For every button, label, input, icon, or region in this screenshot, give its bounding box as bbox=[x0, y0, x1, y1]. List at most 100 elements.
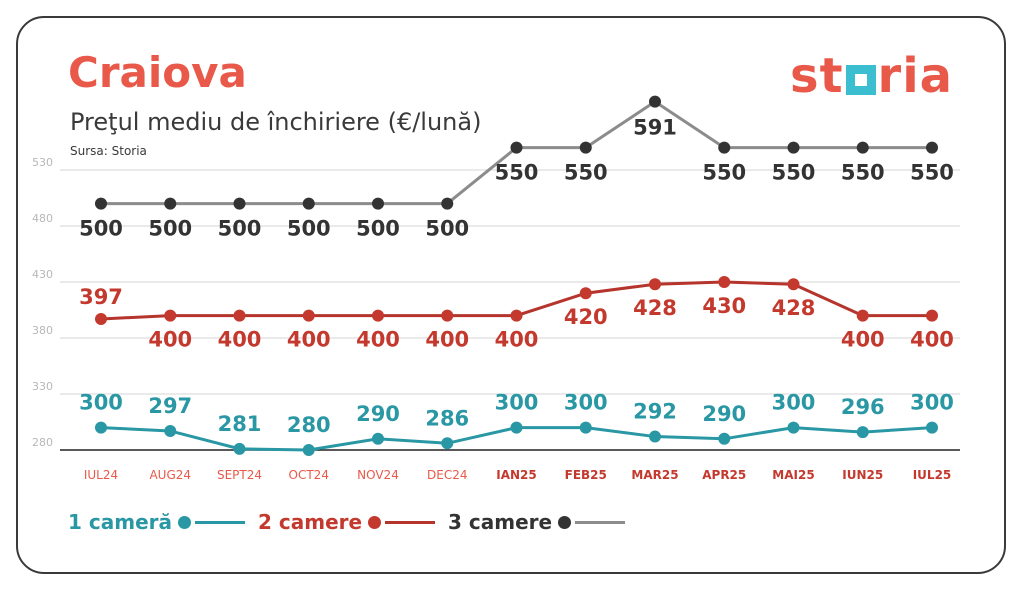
data-point bbox=[233, 197, 246, 210]
data-point bbox=[372, 432, 384, 445]
x-tick-label: IUL24 bbox=[84, 468, 118, 482]
data-label: 400 bbox=[218, 328, 262, 352]
legend-line-icon bbox=[575, 520, 626, 524]
data-point bbox=[787, 421, 800, 434]
logo-square-icon bbox=[845, 65, 876, 95]
data-label: 400 bbox=[841, 328, 885, 352]
legend-item-3-camere: 3 camere bbox=[448, 510, 626, 534]
data-label: 550 bbox=[495, 161, 539, 185]
data-point bbox=[164, 309, 177, 322]
data-label: 290 bbox=[356, 402, 400, 426]
data-point bbox=[579, 141, 592, 154]
data-label: 300 bbox=[495, 391, 539, 415]
data-label: 397 bbox=[79, 285, 123, 309]
data-point bbox=[302, 309, 315, 322]
data-label: 428 bbox=[633, 296, 677, 320]
data-label: 550 bbox=[772, 161, 816, 185]
x-tick-label: DEC24 bbox=[427, 468, 467, 482]
x-tick-label: SEPT24 bbox=[217, 468, 262, 482]
legend-label: 3 camere bbox=[448, 510, 553, 534]
data-label: 300 bbox=[79, 391, 123, 415]
data-point bbox=[718, 141, 731, 154]
data-point bbox=[649, 95, 661, 108]
data-point bbox=[926, 141, 938, 154]
data-point bbox=[372, 309, 384, 322]
data-point bbox=[718, 432, 731, 445]
y-tick-label: 380 bbox=[32, 324, 53, 337]
legend-label: 2 camere bbox=[258, 510, 363, 534]
legend-dot-icon bbox=[178, 515, 191, 529]
data-label: 290 bbox=[702, 402, 746, 426]
data-label: 400 bbox=[425, 328, 469, 352]
data-label: 400 bbox=[287, 328, 331, 352]
data-label: 420 bbox=[564, 305, 608, 329]
y-tick-label: 480 bbox=[32, 212, 53, 225]
x-tick-label: IUL25 bbox=[913, 468, 952, 482]
data-point bbox=[164, 197, 177, 210]
legend-label: 1 cameră bbox=[68, 510, 172, 534]
data-point bbox=[95, 421, 107, 434]
x-tick-label: OCT24 bbox=[289, 468, 329, 482]
legend-line-icon bbox=[385, 520, 436, 524]
data-label: 550 bbox=[702, 161, 746, 185]
data-label: 500 bbox=[218, 217, 262, 241]
data-point bbox=[579, 421, 592, 434]
data-point bbox=[510, 141, 523, 154]
data-point bbox=[649, 430, 661, 443]
data-label: 297 bbox=[148, 394, 192, 418]
legend-item-2-camere: 2 camere bbox=[258, 510, 436, 534]
data-point bbox=[95, 197, 107, 210]
data-point bbox=[856, 309, 869, 322]
data-point bbox=[510, 421, 523, 434]
x-tick-label: FEB25 bbox=[565, 468, 607, 482]
data-label: 500 bbox=[425, 217, 469, 241]
data-point bbox=[718, 276, 731, 288]
storia-logo: st ria bbox=[790, 52, 953, 100]
x-tick-label: NOV24 bbox=[357, 468, 399, 482]
data-point bbox=[579, 287, 592, 300]
data-label: 300 bbox=[772, 391, 816, 415]
data-label: 281 bbox=[218, 412, 262, 436]
x-tick-label: MAI25 bbox=[772, 468, 814, 482]
legend-dot-icon bbox=[558, 515, 572, 529]
data-label: 292 bbox=[633, 400, 677, 424]
y-tick-label: 280 bbox=[32, 436, 53, 449]
data-label: 550 bbox=[910, 161, 954, 185]
legend-item-1-camera: 1 cameră bbox=[68, 510, 245, 534]
data-label: 286 bbox=[425, 406, 469, 430]
data-point bbox=[233, 442, 246, 455]
data-point bbox=[164, 424, 177, 437]
data-point bbox=[302, 197, 315, 210]
y-tick-label: 430 bbox=[32, 268, 53, 281]
data-point bbox=[372, 197, 384, 210]
data-point bbox=[926, 421, 938, 434]
chart-card bbox=[16, 16, 1006, 574]
chart-subtitle: Preţul mediu de închiriere (€/lună) bbox=[70, 108, 482, 136]
data-point bbox=[926, 309, 938, 322]
data-point bbox=[856, 141, 869, 154]
data-label: 550 bbox=[564, 161, 608, 185]
y-tick-label: 330 bbox=[32, 380, 53, 393]
data-point bbox=[441, 309, 454, 322]
data-label: 591 bbox=[633, 116, 677, 140]
data-point bbox=[510, 309, 523, 322]
data-point bbox=[787, 278, 800, 291]
data-point bbox=[302, 444, 315, 456]
y-tick-label: 530 bbox=[32, 156, 53, 169]
data-label: 550 bbox=[841, 161, 885, 185]
data-point bbox=[95, 312, 107, 325]
x-tick-label: APR25 bbox=[702, 468, 746, 482]
chart-title: Craiova bbox=[68, 48, 247, 97]
x-tick-label: MAR25 bbox=[631, 468, 678, 482]
x-tick-label: IUN25 bbox=[842, 468, 883, 482]
data-label: 400 bbox=[910, 328, 954, 352]
logo-text-left: st bbox=[790, 48, 844, 104]
data-label: 500 bbox=[148, 217, 192, 241]
data-label: 280 bbox=[287, 413, 331, 437]
legend-line-icon bbox=[195, 520, 245, 524]
data-label: 400 bbox=[495, 328, 539, 352]
data-point bbox=[441, 437, 454, 450]
x-tick-label: IAN25 bbox=[496, 468, 537, 482]
data-label: 400 bbox=[356, 328, 400, 352]
data-label: 500 bbox=[356, 217, 400, 241]
